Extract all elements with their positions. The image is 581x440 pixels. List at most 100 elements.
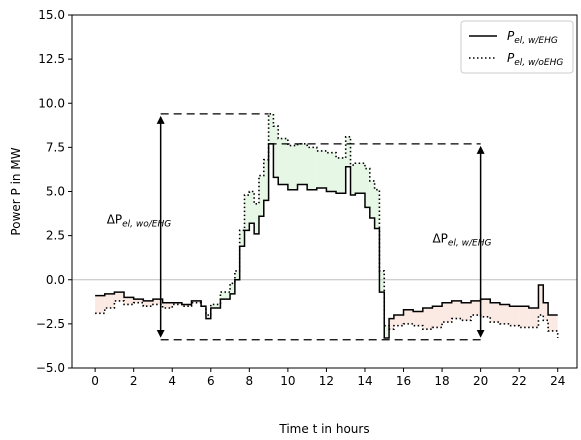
x-tick-label: 0: [91, 374, 99, 388]
difference-fill-segment: [384, 325, 390, 338]
series-line-w-ehg: [95, 143, 558, 339]
difference-fill-segment: [307, 147, 317, 190]
difference-fill-segment: [249, 191, 255, 224]
difference-fill-segment: [364, 168, 370, 208]
legend-label-subscript: el, w/oEHG: [514, 58, 563, 68]
x-tick-label: 12: [319, 374, 334, 388]
difference-fill-segment: [548, 315, 558, 331]
y-tick-label: 2.5: [46, 229, 65, 243]
difference-fill-segment: [210, 304, 221, 308]
delta-label-wo-ehg: ΔPel, wo/EHG: [107, 212, 172, 229]
difference-fill-segment: [278, 138, 288, 185]
difference-fill-segment: [345, 136, 351, 167]
difference-fill-segment: [191, 300, 202, 303]
delta-label-main: ΔP: [432, 232, 447, 246]
delta-label-subscript: el, w/EHG: [448, 239, 492, 249]
legend-label-wo-ehg: Pel, w/oEHG: [507, 51, 563, 68]
difference-fill-segment: [220, 292, 231, 300]
difference-fill-segment: [528, 307, 539, 328]
x-tick-label: 14: [357, 374, 372, 388]
difference-fill-segment: [379, 270, 385, 293]
difference-fill-segment: [114, 292, 125, 301]
delta-label-main: ΔP: [107, 212, 122, 226]
difference-fill-segment: [124, 297, 134, 305]
difference-fill-segment: [461, 302, 471, 321]
difference-fill-segment: [234, 270, 240, 280]
difference-fill-segment: [422, 307, 433, 330]
difference-fill-segment: [326, 152, 337, 192]
difference-fill-segment: [470, 300, 481, 316]
x-tick-label: 22: [512, 374, 527, 388]
delta-label-w-ehg: ΔPel, w/EHG: [432, 232, 491, 249]
series-line-wo-ehg: [95, 113, 559, 338]
difference-fill-segment: [369, 180, 375, 218]
difference-fill-segment: [244, 195, 250, 231]
legend-label-main: P: [507, 29, 515, 43]
difference-fill-segment: [336, 157, 346, 194]
difference-fill-segment: [268, 113, 274, 144]
difference-fill-segment: [499, 304, 510, 324]
difference-fill-segment: [389, 318, 394, 330]
delta-label-subscript: el, wo/EHG: [122, 219, 171, 229]
difference-fill-segment: [181, 304, 192, 307]
difference-fill-segment: [162, 302, 173, 308]
x-axis-title: Time t in hours: [278, 422, 369, 436]
y-tick-label: 0.0: [46, 273, 65, 287]
difference-fill-segment: [254, 203, 259, 234]
y-tick-label: −2.5: [36, 317, 65, 331]
y-tick-label: 15.0: [38, 8, 65, 22]
x-tick-label: 6: [207, 374, 215, 388]
difference-fill-segment: [316, 150, 327, 188]
difference-fill-segment: [350, 165, 356, 196]
legend-label-main: P: [507, 51, 515, 65]
difference-fill-segment: [263, 159, 269, 201]
difference-fill-layer: [95, 113, 558, 338]
x-tick-label: 18: [434, 374, 449, 388]
y-tick-label: 12.5: [38, 52, 65, 66]
difference-fill-segment: [543, 302, 549, 321]
difference-fill-segment: [273, 126, 279, 178]
legend-label-subscript: el, w/EHG: [514, 36, 558, 46]
difference-fill-segment: [403, 309, 414, 324]
difference-fill-segment: [287, 145, 298, 190]
difference-fill-segment: [143, 300, 153, 307]
difference-fill-segment: [239, 230, 245, 247]
x-tick-label: 8: [246, 374, 254, 388]
difference-fill-segment: [480, 299, 491, 317]
difference-fill-segment: [442, 302, 452, 323]
legend-box: [460, 20, 574, 74]
difference-fill-segment: [205, 315, 211, 319]
x-tick-label: 20: [473, 374, 488, 388]
difference-fill-segment: [258, 175, 264, 217]
x-tick-label: 24: [550, 374, 565, 388]
ticks: 0 2 4 6 8 10 12 14 16 18 20 22 24−5.0−2.50.02.55.07.…: [36, 8, 566, 388]
difference-fill-segment: [297, 143, 308, 185]
x-tick-label: 2: [130, 374, 138, 388]
y-axis-title: Power P in MW: [9, 147, 23, 235]
difference-fill-segment: [104, 293, 115, 308]
difference-fill-segment: [374, 189, 380, 229]
difference-fill-segment: [490, 302, 500, 323]
x-tick-label: 16: [396, 374, 411, 388]
difference-fill-segment: [95, 295, 105, 314]
y-tick-label: 5.0: [46, 185, 65, 199]
difference-fill-segment: [519, 306, 529, 328]
x-tick-label: 4: [168, 374, 176, 388]
y-tick-label: 10.0: [38, 96, 65, 110]
y-tick-label: 7.5: [46, 140, 65, 154]
difference-fill-segment: [393, 315, 404, 326]
difference-fill-segment: [172, 302, 182, 305]
series-layer: [95, 113, 559, 339]
difference-fill-segment: [509, 306, 520, 326]
difference-fill-segment: [230, 283, 235, 294]
difference-fill-segment: [451, 300, 462, 319]
x-tick-label: 10: [280, 374, 295, 388]
difference-fill-segment: [413, 311, 423, 326]
difference-fill-segment: [133, 299, 144, 303]
difference-fill-segment: [355, 163, 365, 194]
legend-label-w-ehg: Pel, w/EHG: [507, 29, 558, 46]
y-tick-label: −5.0: [36, 361, 65, 375]
